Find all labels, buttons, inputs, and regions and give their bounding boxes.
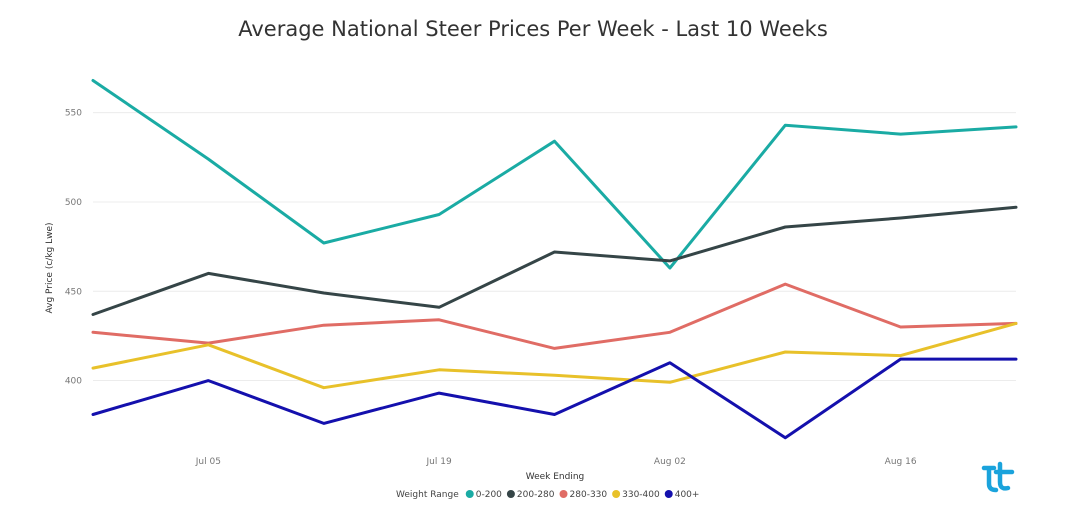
legend-marker (612, 490, 621, 498)
logo-icon (981, 461, 1015, 493)
x-tick-label: Jul 19 (426, 457, 452, 467)
y-tick-label: 500 (65, 198, 82, 208)
x-tick-label: Aug 02 (654, 457, 686, 467)
legend-marker (664, 490, 673, 498)
legend-item-label[interactable]: 280-330 (570, 490, 608, 500)
grid-lines (93, 112, 1016, 382)
series-lines (91, 79, 1018, 440)
legend[interactable]: Weight Range 0-200 200-280 280-330 330-400 4… (396, 490, 699, 500)
x-axis-label: Week Ending (526, 472, 585, 482)
legend-item-label[interactable]: 330-400 (622, 490, 660, 500)
legend-item-label[interactable]: 0-200 (476, 490, 502, 500)
series-line-0[interactable] (91, 79, 1018, 270)
series-line-1[interactable] (91, 205, 1018, 316)
chart-title: Average National Steer Prices Per Week -… (238, 17, 828, 41)
legend-item-label[interactable]: 400+ (675, 490, 700, 500)
y-tick-label: 400 (65, 377, 82, 387)
legend-item-label[interactable]: 200-280 (517, 490, 555, 500)
y-axis-ticks: 400 450 500 550 (65, 109, 82, 387)
legend-title: Weight Range (396, 490, 459, 500)
series-line-3[interactable] (91, 321, 1018, 390)
x-tick-label: Aug 16 (885, 457, 917, 467)
x-tick-label: Jul 05 (195, 457, 221, 467)
y-tick-label: 450 (65, 287, 82, 297)
series-line-2[interactable] (91, 282, 1018, 350)
y-axis-label: Avg Price (c/kg Lwe) (45, 222, 55, 313)
legend-marker (559, 490, 568, 498)
legend-marker (465, 490, 474, 498)
legend-marker (506, 490, 515, 498)
y-tick-label: 550 (65, 109, 82, 119)
series-line-4[interactable] (91, 357, 1018, 440)
x-axis-ticks: Jul 05 Jul 19 Aug 02 Aug 16 (195, 457, 917, 467)
